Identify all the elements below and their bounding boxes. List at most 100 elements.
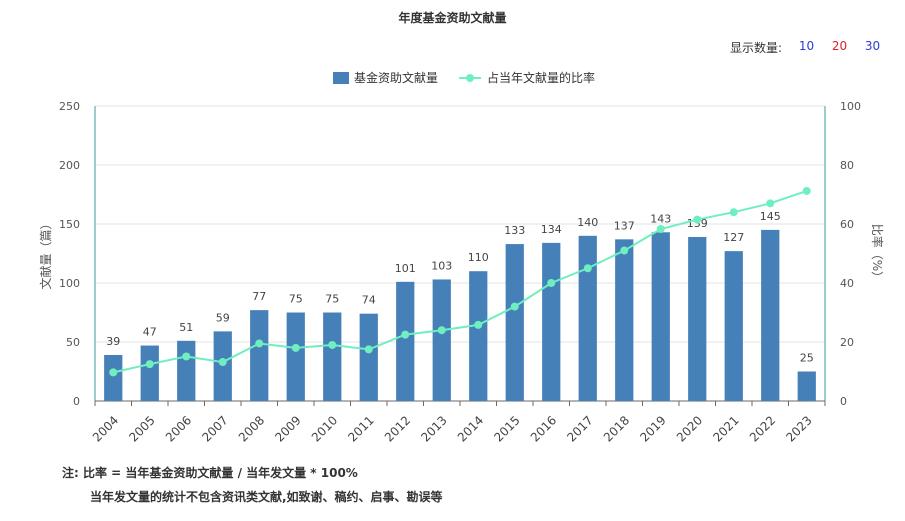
ratio-point bbox=[620, 246, 629, 255]
x-tick-label: 2020 bbox=[674, 413, 705, 444]
y2-tick-label: 100 bbox=[840, 100, 861, 113]
bar bbox=[761, 229, 780, 401]
x-tick-label: 2005 bbox=[126, 413, 157, 444]
ratio-point bbox=[182, 352, 191, 361]
ratio-line bbox=[113, 190, 808, 374]
bar bbox=[104, 354, 123, 401]
x-tick-label: 2008 bbox=[236, 413, 267, 444]
chart-title: 年度基金资助文献量 bbox=[398, 11, 507, 25]
bar-value-label: 47 bbox=[143, 326, 157, 339]
x-tick-label: 2017 bbox=[564, 413, 595, 444]
y2-tick-label: 60 bbox=[840, 218, 854, 231]
y-tick-label: 200 bbox=[59, 159, 80, 172]
ratio-point bbox=[656, 225, 665, 234]
footnote-line-1: 注: 比率 = 当年基金资助文献量 / 当年发文量 * 100% bbox=[62, 466, 358, 480]
y-tick-label: 50 bbox=[66, 336, 80, 349]
ratio-point bbox=[145, 360, 154, 369]
ratio-point bbox=[401, 330, 410, 339]
legend-bar-swatch bbox=[333, 72, 349, 84]
ratio-point bbox=[693, 215, 702, 224]
display-count-option-20[interactable]: 20 bbox=[831, 39, 848, 53]
display-count-option-30[interactable]: 30 bbox=[864, 39, 881, 53]
y2-tick-label: 0 bbox=[840, 395, 847, 408]
bar bbox=[578, 235, 597, 401]
ratio-point bbox=[218, 358, 227, 367]
bar bbox=[797, 371, 816, 401]
x-tick-label: 2018 bbox=[601, 413, 632, 444]
display-count-option-10[interactable]: 10 bbox=[798, 39, 815, 53]
bar bbox=[432, 279, 451, 401]
x-tick-label: 2011 bbox=[345, 413, 376, 444]
x-tick-label: 2010 bbox=[309, 413, 340, 444]
bar-value-label: 140 bbox=[577, 216, 598, 229]
bar-value-label: 51 bbox=[179, 321, 193, 334]
ratio-point bbox=[729, 208, 738, 217]
bar-value-label: 110 bbox=[468, 251, 489, 264]
y-tick-label: 250 bbox=[59, 100, 80, 113]
ratio-point bbox=[109, 368, 118, 377]
ratio-point bbox=[255, 339, 264, 348]
bar bbox=[250, 310, 269, 401]
bar-value-label: 101 bbox=[395, 262, 416, 275]
bar-value-label: 134 bbox=[541, 223, 562, 236]
bar-value-label: 77 bbox=[252, 290, 266, 303]
ratio-point bbox=[547, 279, 556, 287]
y-tick-label: 0 bbox=[73, 395, 80, 408]
bar bbox=[359, 313, 378, 401]
bar bbox=[724, 251, 743, 401]
x-tick-label: 2009 bbox=[272, 413, 303, 444]
x-tick-label: 2007 bbox=[199, 413, 230, 444]
display-count-label: 显示数量: bbox=[729, 41, 782, 55]
bar-value-label: 39 bbox=[106, 335, 120, 348]
bar-value-label: 133 bbox=[504, 224, 525, 237]
ratio-point bbox=[766, 199, 775, 208]
x-tick-label: 2023 bbox=[783, 413, 814, 444]
bar bbox=[469, 271, 488, 401]
display-count-selector: 显示数量: 10 20 30 bbox=[730, 39, 889, 56]
bar-value-label: 59 bbox=[216, 311, 230, 324]
bar bbox=[213, 331, 232, 401]
x-tick-label: 2004 bbox=[90, 413, 121, 444]
ratio-point bbox=[437, 326, 446, 335]
y2-tick-label: 20 bbox=[840, 336, 854, 349]
bar-value-label: 137 bbox=[614, 219, 635, 232]
y-tick-label: 100 bbox=[59, 277, 80, 290]
bar bbox=[323, 312, 342, 401]
bar bbox=[396, 281, 415, 401]
y2-tick-label: 40 bbox=[840, 277, 854, 290]
bar bbox=[286, 312, 305, 401]
x-tick-label: 2006 bbox=[163, 413, 194, 444]
bar bbox=[177, 340, 196, 401]
ratio-point bbox=[474, 320, 483, 329]
bar-value-label: 74 bbox=[362, 294, 376, 307]
bar-value-label: 145 bbox=[760, 210, 781, 223]
bar-value-label: 25 bbox=[800, 352, 814, 365]
ratio-point bbox=[328, 340, 337, 349]
x-tick-label: 2016 bbox=[528, 413, 559, 444]
ratio-point bbox=[364, 345, 373, 354]
ratio-point bbox=[583, 264, 592, 273]
bar-value-label: 75 bbox=[325, 293, 339, 306]
x-tick-label: 2022 bbox=[747, 413, 778, 444]
bar bbox=[688, 236, 707, 401]
bar-value-label: 75 bbox=[289, 293, 303, 306]
ratio-point bbox=[802, 186, 811, 195]
x-tick-label: 2012 bbox=[382, 413, 413, 444]
y2-tick-label: 80 bbox=[840, 159, 854, 172]
bar bbox=[542, 242, 561, 401]
ratio-point bbox=[510, 302, 519, 311]
bar-value-label: 143 bbox=[650, 212, 671, 225]
bar bbox=[651, 232, 670, 401]
legend-line-marker bbox=[466, 74, 474, 82]
footnote: 注: 比率 = 当年基金资助文献量 / 当年发文量 * 100% 当年发文量的统… bbox=[62, 461, 443, 509]
bar-value-label: 127 bbox=[723, 231, 744, 244]
y-tick-label: 150 bbox=[59, 218, 80, 231]
bar bbox=[615, 239, 634, 401]
x-tick-label: 2021 bbox=[710, 413, 741, 444]
bar bbox=[505, 244, 524, 401]
x-tick-label: 2014 bbox=[455, 413, 486, 444]
bar-value-label: 103 bbox=[431, 259, 452, 272]
legend-bar-label: 基金资助文献量 bbox=[354, 70, 438, 85]
bar bbox=[140, 345, 159, 401]
